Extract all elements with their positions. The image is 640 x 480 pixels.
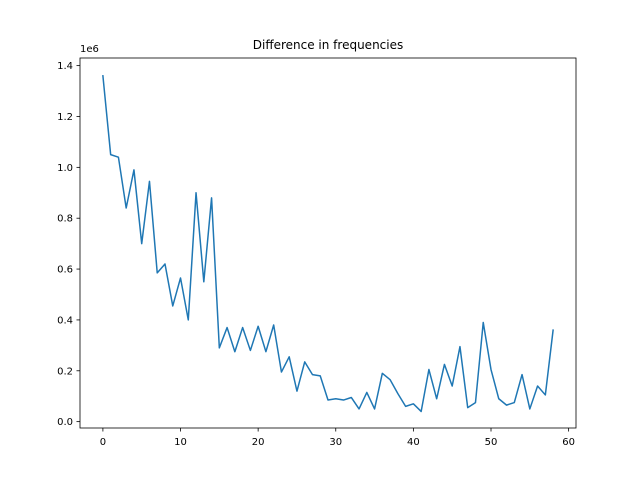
y-tick-label: 0.0 [57, 417, 73, 428]
y-tick-label: 1.0 [57, 163, 73, 174]
y-tick-label: 0.6 [57, 265, 73, 276]
chart-title: Difference in frequencies [253, 38, 404, 52]
plot-frame [79, 57, 577, 429]
y-axis-offset-label: 1e6 [80, 44, 99, 55]
y-tick-label: 0.4 [57, 315, 73, 326]
x-tick-label: 30 [329, 437, 342, 448]
x-tick-label: 60 [562, 437, 575, 448]
x-tick-label: 20 [252, 437, 265, 448]
y-tick-label: 1.4 [57, 61, 73, 72]
ticks: 0 10 20 30 40 50 60 0.0 0.2 0.4 0.6 0.8 1.0 1.2 1.4 [57, 61, 575, 448]
series-line [102, 74, 554, 413]
x-tick-label: 10 [174, 437, 187, 448]
x-tick-label: 0 [100, 437, 106, 448]
x-tick-label: 50 [485, 437, 498, 448]
series-group [102, 74, 554, 413]
y-tick-label: 0.2 [57, 366, 73, 377]
y-tick-label: 0.8 [57, 214, 73, 225]
y-tick-label: 1.2 [57, 112, 73, 123]
x-tick-label: 40 [407, 437, 420, 448]
